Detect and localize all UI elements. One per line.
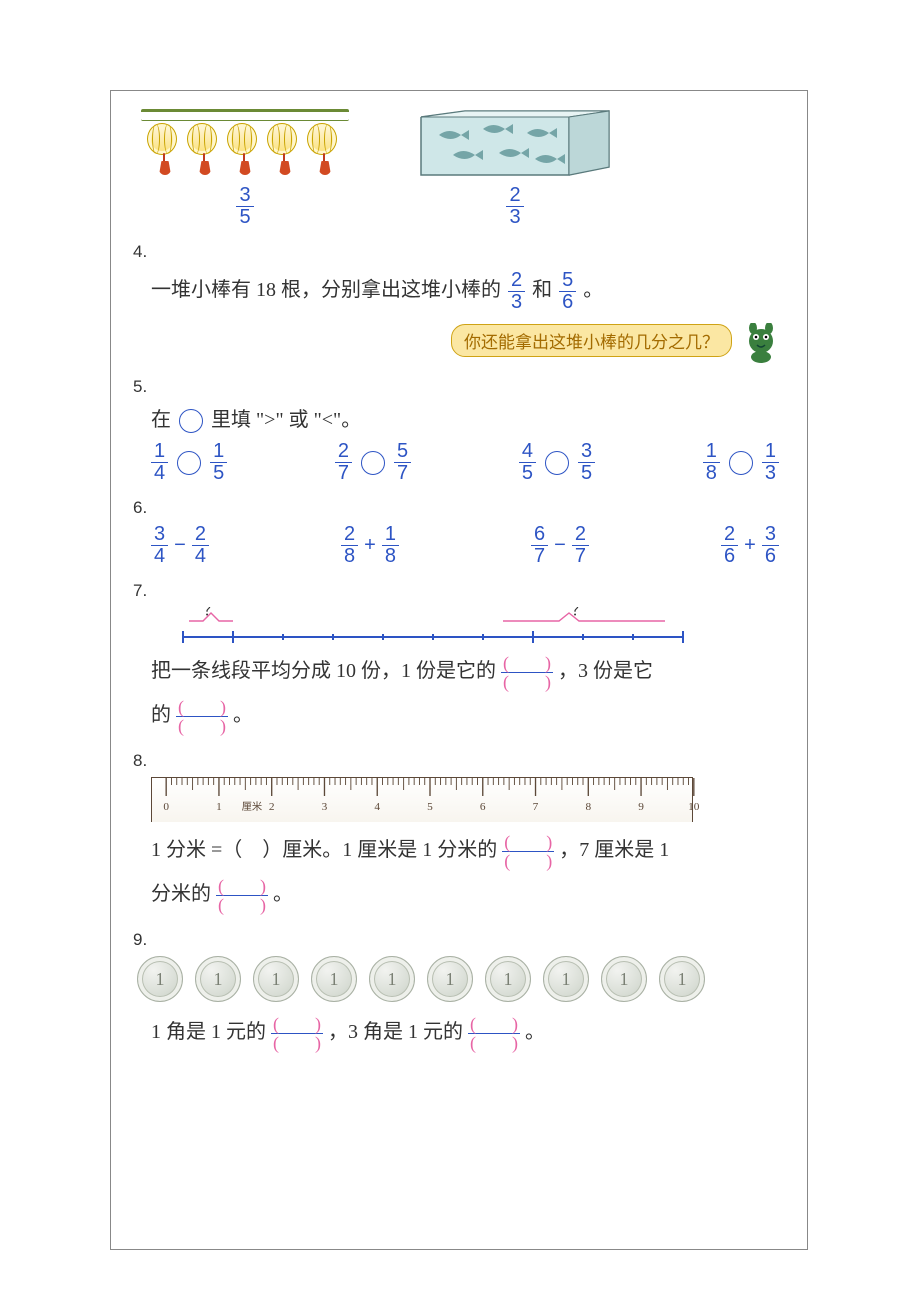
q4-text: 一堆小棒有 18 根，分别拿出这堆小棒的 2 3 和 5 6 。 xyxy=(133,268,785,313)
content-frame: 3 5 2 3 4. 一堆小棒有 18 根，分别拿出这堆小棒的 2 3 和 xyxy=(110,90,808,1250)
expr: 28 + 18 xyxy=(341,524,399,567)
numerator: 3 xyxy=(236,185,253,206)
lantern xyxy=(221,119,261,175)
svg-text:2: 2 xyxy=(269,801,275,813)
q6-expressions: 34 − 24 28 + 18 67 − 27 26 + 36 xyxy=(133,524,785,567)
denominator: 5 xyxy=(236,206,253,228)
page: 3 5 2 3 4. 一堆小棒有 18 根，分别拿出这堆小棒的 2 3 和 xyxy=(0,0,920,1302)
lantern xyxy=(141,119,181,175)
q6-number: 6. xyxy=(133,498,785,518)
coin: 1 xyxy=(485,956,531,1002)
svg-text:3: 3 xyxy=(322,801,328,813)
blank-fraction[interactable]: ( ) ( ) xyxy=(176,698,228,735)
coin: 1 xyxy=(311,956,357,1002)
q5-instruction: 在 里填 ">" 或 "<"。 xyxy=(133,403,785,433)
q4-frac1: 2 3 xyxy=(508,270,525,313)
compare-blank[interactable] xyxy=(177,451,201,475)
lantern xyxy=(301,119,341,175)
q3-images-row xyxy=(133,109,785,179)
coin: 1 xyxy=(253,956,299,1002)
q3-right-fraction: 2 3 xyxy=(506,185,523,228)
coin: 1 xyxy=(601,956,647,1002)
prompt-bubble: 你还能拿出这堆小棒的几分之几？ xyxy=(451,324,732,357)
expr: 26 + 36 xyxy=(721,524,779,567)
q3-left-fraction: 3 5 xyxy=(236,185,253,228)
svg-text:0: 0 xyxy=(163,801,169,813)
lanterns-group xyxy=(141,109,349,175)
circle-icon xyxy=(179,409,203,433)
compare-blank[interactable] xyxy=(361,451,385,475)
numerator: 2 xyxy=(506,185,523,206)
mascot-icon xyxy=(741,323,781,363)
q7-text2: 的 ( ) ( ) 。 xyxy=(133,693,785,737)
coin: 1 xyxy=(543,956,589,1002)
q7-number: 7. xyxy=(133,581,785,601)
svg-text:厘米: 厘米 xyxy=(242,800,263,813)
denominator: 3 xyxy=(506,206,523,228)
expr: 34 − 24 xyxy=(151,524,209,567)
q4-number: 4. xyxy=(133,242,785,262)
cmp: 14 15 xyxy=(151,441,227,484)
q7-text: 把一条线段平均分成 10 份，1 份是它的 ( ) ( ) ，3 份是它 xyxy=(133,649,785,693)
blank-fraction[interactable]: ( ) ( ) xyxy=(468,1015,520,1052)
cmp: 45 35 xyxy=(519,441,595,484)
lantern xyxy=(261,119,301,175)
q9-text: 1 角是 1 元的 ( ) ( ) ，3 角是 1 元的 ( ) ( ) 。 xyxy=(133,1010,785,1054)
ruler-figure: 01厘米2345678910 xyxy=(151,777,693,822)
blank-fraction[interactable]: ( ) ( ) xyxy=(501,654,553,691)
q3-fractions: 3 5 2 3 xyxy=(133,185,785,228)
compare-blank[interactable] xyxy=(545,451,569,475)
q4-frac2: 5 6 xyxy=(559,270,576,313)
coin: 1 xyxy=(137,956,183,1002)
svg-text:5: 5 xyxy=(427,801,433,813)
qmark: ？ xyxy=(571,607,586,619)
coins-row: 1111111111 xyxy=(133,956,785,1002)
lanterns xyxy=(141,119,349,175)
q8-text: 1 分米 =（ ）厘米。1 厘米是 1 分米的 ( ) ( ) ，7 厘米是 1 xyxy=(133,828,785,872)
coin: 1 xyxy=(659,956,705,1002)
cmp: 18 13 xyxy=(703,441,779,484)
q4-prompt-row: 你还能拿出这堆小棒的几分之几？ xyxy=(133,323,785,363)
lantern xyxy=(181,119,221,175)
compare-blank[interactable] xyxy=(729,451,753,475)
fish-tank xyxy=(419,109,611,179)
coin: 1 xyxy=(195,956,241,1002)
q9-number: 9. xyxy=(133,930,785,950)
cmp: 27 57 xyxy=(335,441,411,484)
line-segment-figure: ？ ？ xyxy=(163,607,703,649)
coin: 1 xyxy=(369,956,415,1002)
q8-text2: 分米的 ( ) ( ) 。 xyxy=(133,872,785,916)
q5-number: 5. xyxy=(133,377,785,397)
expr: 67 − 27 xyxy=(531,524,589,567)
q8-number: 8. xyxy=(133,751,785,771)
svg-text:4: 4 xyxy=(374,801,380,813)
blank-fraction[interactable]: ( ) ( ) xyxy=(502,833,554,870)
blank-fraction[interactable]: ( ) ( ) xyxy=(216,877,268,914)
qmark: ？ xyxy=(203,607,218,619)
coin: 1 xyxy=(427,956,473,1002)
blank-fraction[interactable]: ( ) ( ) xyxy=(271,1015,323,1052)
svg-text:1: 1 xyxy=(216,801,222,813)
q5-comparisons: 14 15 27 57 45 35 18 13 xyxy=(133,441,785,484)
svg-text:8: 8 xyxy=(585,801,591,813)
svg-text:10: 10 xyxy=(688,801,700,813)
svg-text:7: 7 xyxy=(533,801,539,813)
q4-phrase: 一堆小棒有 18 根，分别拿出这堆小棒的 xyxy=(151,279,501,301)
svg-text:9: 9 xyxy=(638,801,644,813)
svg-text:6: 6 xyxy=(480,801,486,813)
